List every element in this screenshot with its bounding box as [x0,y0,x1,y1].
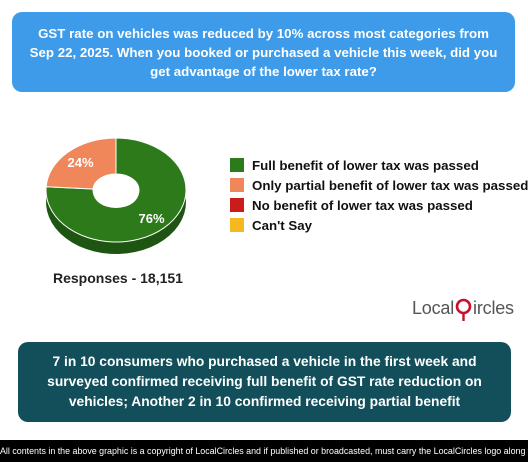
legend-label: Full benefit of lower tax was passed [252,157,479,173]
legend-label: Only partial benefit of lower tax was pa… [252,177,528,193]
donut-slice-1 [45,137,117,190]
chart-legend: Full benefit of lower tax was passed Only… [230,155,528,235]
legend-label: Can't Say [252,217,313,233]
legend-item: No benefit of lower tax was passed [230,195,528,215]
slice-label-0: 76% [138,211,164,226]
summary-text: 7 in 10 consumers who purchased a vehicl… [47,354,482,409]
legend-swatch [230,218,244,232]
legend-item: Full benefit of lower tax was passed [230,155,528,175]
slice-label-1: 24% [67,155,93,170]
logo-text-suffix: ircles [473,298,514,318]
question-text: GST rate on vehicles was reduced by 10% … [29,25,498,79]
logo-pin-icon [455,298,472,321]
donut-hole [93,176,139,208]
legend-swatch [230,158,244,172]
localcircles-logo: Local ircles [412,288,514,321]
summary-banner: 7 in 10 consumers who purchased a vehicl… [18,342,511,422]
legend-swatch [230,198,244,212]
legend-swatch [230,178,244,192]
question-banner: GST rate on vehicles was reduced by 10% … [12,12,515,92]
legend-item: Can't Say [230,215,528,235]
legend-item: Only partial benefit of lower tax was pa… [230,175,528,195]
logo-text-prefix: Local [412,298,455,318]
donut-chart: 76% 24% [45,137,187,254]
copyright-footer: All contents in the above graphic is a c… [0,440,528,462]
legend-label: No benefit of lower tax was passed [252,197,473,213]
responses-count: Responses - 18,151 [53,270,183,286]
